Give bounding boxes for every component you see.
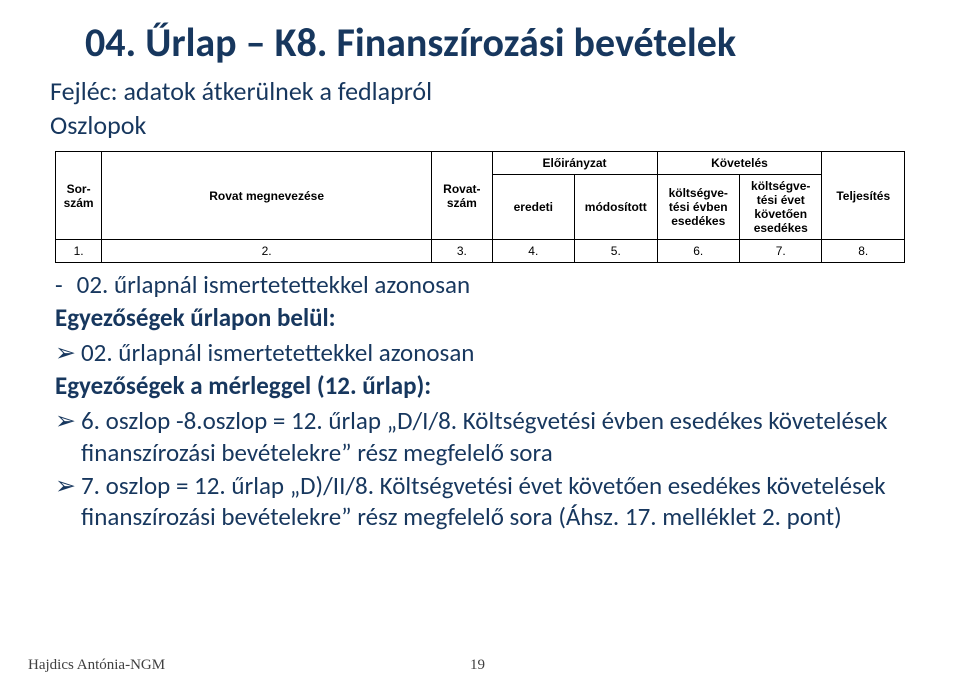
th-koveteles: Követelés	[657, 152, 822, 175]
dash-line: -02. űrlapnál ismertetettekkel azonosan	[55, 269, 910, 300]
footer-author: Hajdics Antónia-NGM	[28, 657, 165, 674]
bullet-2: 6. oszlop -8.oszlop = 12. űrlap „D/I/8. …	[55, 405, 910, 468]
bullet-1-text: 02. űrlapnál ismertetettekkel azonosan	[81, 337, 474, 368]
cell-3: 3.	[432, 240, 492, 263]
th-sorszam: Sor-szám	[56, 152, 102, 240]
columns-table: Sor-szám Rovat megnevezése Rovat-szám El…	[55, 151, 905, 263]
cell-5: 5.	[575, 240, 657, 263]
dash-text: 02. űrlapnál ismertetettekkel azonosan	[77, 269, 470, 300]
section-heading-1: Egyezőségek űrlapon belül:	[55, 302, 910, 333]
cell-1: 1.	[56, 240, 102, 263]
th-kv-kovetoen: költségve-tési évet követően esedékes	[739, 175, 821, 240]
footer-page-number: 19	[470, 657, 485, 674]
bullet-2-text: 6. oszlop -8.oszlop = 12. űrlap „D/I/8. …	[81, 405, 888, 467]
subtitle-2: Oszlopok	[50, 109, 910, 141]
th-eredeti: eredeti	[492, 175, 574, 240]
th-rovatmeg: Rovat megnevezése	[102, 152, 432, 240]
th-teljesites: Teljesítés	[822, 152, 905, 240]
table-row: 1. 2. 3. 4. 5. 6. 7. 8.	[56, 240, 905, 263]
cell-8: 8.	[822, 240, 905, 263]
bullet-1: 02. űrlapnál ismertetettekkel azonosan	[55, 337, 910, 368]
subtitle-1: Fejléc: adatok átkerülnek a fedlapról	[50, 75, 910, 107]
bullet-3-text: 7. oszlop = 12. űrlap „D)/II/8. Költségv…	[81, 470, 886, 532]
cell-2: 2.	[102, 240, 432, 263]
bullet-3: 7. oszlop = 12. űrlap „D)/II/8. Költségv…	[55, 470, 910, 533]
section-heading-2: Egyezőségek a mérleggel (12. űrlap):	[55, 370, 910, 401]
cell-4: 4.	[492, 240, 574, 263]
th-modositott: módosított	[575, 175, 657, 240]
cell-6: 6.	[657, 240, 739, 263]
cell-7: 7.	[739, 240, 821, 263]
page-title: 04. Űrlap – K8. Finanszírozási bevételek	[85, 18, 910, 67]
th-kv-evben: költségve-tési évben esedékes	[657, 175, 739, 240]
th-rovatszam: Rovat-szám	[432, 152, 492, 240]
th-eloiranyzat: Előirányzat	[492, 152, 657, 175]
